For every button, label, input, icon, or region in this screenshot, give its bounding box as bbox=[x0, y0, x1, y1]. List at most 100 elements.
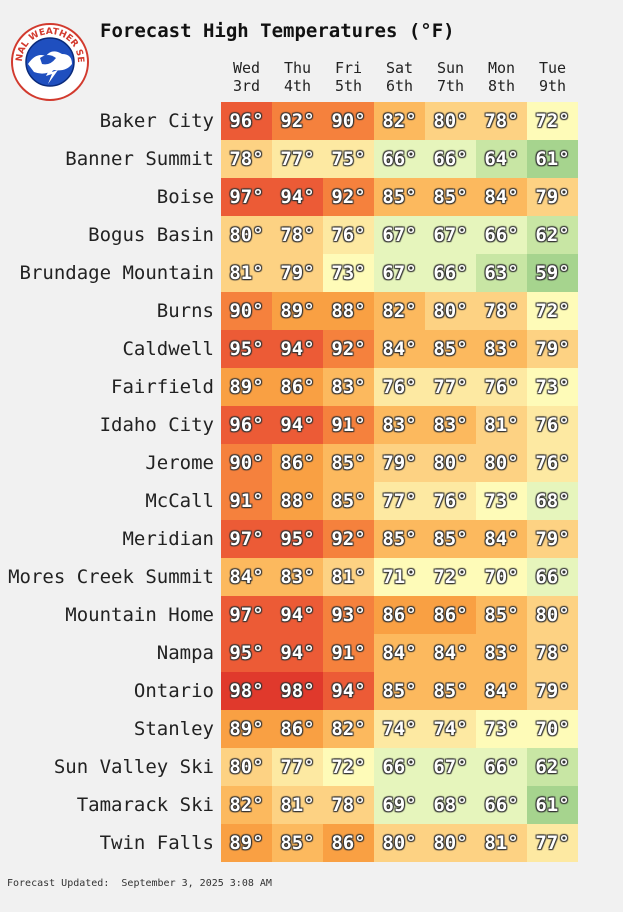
temp-cell: 85° bbox=[272, 824, 323, 862]
location-label: Bogus Basin bbox=[88, 224, 214, 246]
temp-cell: 75° bbox=[323, 140, 374, 178]
temp-cell: 96° bbox=[221, 102, 272, 140]
temp-cell: 80° bbox=[425, 824, 476, 862]
temp-cell: 81° bbox=[476, 824, 527, 862]
temp-cell: 95° bbox=[221, 634, 272, 672]
temp-cell: 97° bbox=[221, 178, 272, 216]
temp-cell: 92° bbox=[323, 330, 374, 368]
temp-cell: 67° bbox=[374, 254, 425, 292]
temp-cell: 66° bbox=[425, 140, 476, 178]
temp-cell: 88° bbox=[323, 292, 374, 330]
temp-cell: 61° bbox=[527, 140, 578, 178]
temp-cell: 92° bbox=[272, 102, 323, 140]
temp-cell: 80° bbox=[425, 292, 476, 330]
temp-cell: 86° bbox=[323, 824, 374, 862]
temp-cell: 98° bbox=[272, 672, 323, 710]
temp-cell: 86° bbox=[272, 368, 323, 406]
temp-cell: 72° bbox=[323, 748, 374, 786]
location-label: Meridian bbox=[122, 528, 214, 550]
location-label: Banner Summit bbox=[65, 148, 214, 170]
temp-cell: 78° bbox=[476, 292, 527, 330]
location-label: McCall bbox=[145, 490, 214, 512]
temp-cell: 62° bbox=[527, 216, 578, 254]
temp-cell: 98° bbox=[221, 672, 272, 710]
location-label: Caldwell bbox=[122, 338, 214, 360]
temp-cell: 72° bbox=[425, 558, 476, 596]
temp-cell: 97° bbox=[221, 596, 272, 634]
temp-cell: 66° bbox=[527, 558, 578, 596]
temp-cell: 66° bbox=[476, 216, 527, 254]
temp-cell: 76° bbox=[527, 406, 578, 444]
temp-cell: 92° bbox=[323, 520, 374, 558]
day-date: 5th bbox=[334, 77, 363, 95]
forecast-updated: Forecast Updated: September 3, 2025 3:08… bbox=[7, 878, 272, 889]
day-date: 4th bbox=[283, 77, 312, 95]
temp-cell: 64° bbox=[476, 140, 527, 178]
temp-cell: 86° bbox=[425, 596, 476, 634]
day-date: 6th bbox=[385, 77, 414, 95]
temp-cell: 67° bbox=[374, 216, 425, 254]
temp-cell: 69° bbox=[374, 786, 425, 824]
temp-cell: 85° bbox=[425, 330, 476, 368]
temp-cell: 94° bbox=[272, 330, 323, 368]
temp-cell: 67° bbox=[425, 216, 476, 254]
location-label: Mores Creek Summit bbox=[8, 566, 214, 588]
temp-cell: 85° bbox=[374, 520, 425, 558]
temp-cell: 66° bbox=[476, 786, 527, 824]
temp-cell: 66° bbox=[425, 254, 476, 292]
temp-cell: 94° bbox=[323, 672, 374, 710]
temp-cell: 89° bbox=[272, 292, 323, 330]
day-name: Fri bbox=[334, 59, 363, 77]
temp-cell: 95° bbox=[221, 330, 272, 368]
temp-cell: 82° bbox=[374, 292, 425, 330]
location-label: Fairfield bbox=[111, 376, 214, 398]
temp-cell: 79° bbox=[374, 444, 425, 482]
temp-cell: 73° bbox=[323, 254, 374, 292]
temp-cell: 79° bbox=[527, 178, 578, 216]
temp-cell: 66° bbox=[374, 140, 425, 178]
day-name: Sun bbox=[436, 59, 465, 77]
temp-cell: 66° bbox=[374, 748, 425, 786]
day-header: Fri 5th bbox=[323, 59, 374, 95]
day-name: Mon bbox=[487, 59, 516, 77]
temp-cell: 76° bbox=[527, 444, 578, 482]
nws-logo: NATIONAL WEATHER SERVICE bbox=[10, 22, 89, 101]
temp-cell: 77° bbox=[527, 824, 578, 862]
location-label: Boise bbox=[156, 186, 214, 208]
temp-cell: 83° bbox=[476, 634, 527, 672]
day-date: 9th bbox=[538, 77, 567, 95]
temp-cell: 77° bbox=[272, 140, 323, 178]
temp-cell: 89° bbox=[221, 710, 272, 748]
temp-cell: 85° bbox=[425, 178, 476, 216]
day-name: Wed bbox=[232, 59, 261, 77]
day-header: Sun 7th bbox=[425, 59, 476, 95]
temp-cell: 70° bbox=[476, 558, 527, 596]
temp-cell: 71° bbox=[374, 558, 425, 596]
temp-cell: 72° bbox=[527, 292, 578, 330]
location-label: Tamarack Ski bbox=[76, 794, 214, 816]
temp-cell: 84° bbox=[476, 520, 527, 558]
temp-cell: 84° bbox=[221, 558, 272, 596]
temp-cell: 78° bbox=[527, 634, 578, 672]
day-header: Sat 6th bbox=[374, 59, 425, 95]
temp-cell: 79° bbox=[527, 520, 578, 558]
temp-cell: 67° bbox=[425, 748, 476, 786]
temp-cell: 95° bbox=[272, 520, 323, 558]
temp-cell: 84° bbox=[476, 178, 527, 216]
temp-cell: 83° bbox=[476, 330, 527, 368]
temp-cell: 90° bbox=[221, 292, 272, 330]
temp-cell: 94° bbox=[272, 406, 323, 444]
temp-cell: 79° bbox=[527, 330, 578, 368]
temp-cell: 76° bbox=[425, 482, 476, 520]
temp-cell: 94° bbox=[272, 596, 323, 634]
temp-cell: 81° bbox=[272, 786, 323, 824]
temp-cell: 78° bbox=[476, 102, 527, 140]
day-header: Mon 8th bbox=[476, 59, 527, 95]
temp-cell: 61° bbox=[527, 786, 578, 824]
temp-cell: 82° bbox=[221, 786, 272, 824]
temp-cell: 94° bbox=[272, 178, 323, 216]
temp-cell: 80° bbox=[476, 444, 527, 482]
temp-cell: 59° bbox=[527, 254, 578, 292]
temp-cell: 84° bbox=[476, 672, 527, 710]
location-label: Ontario bbox=[133, 680, 214, 702]
